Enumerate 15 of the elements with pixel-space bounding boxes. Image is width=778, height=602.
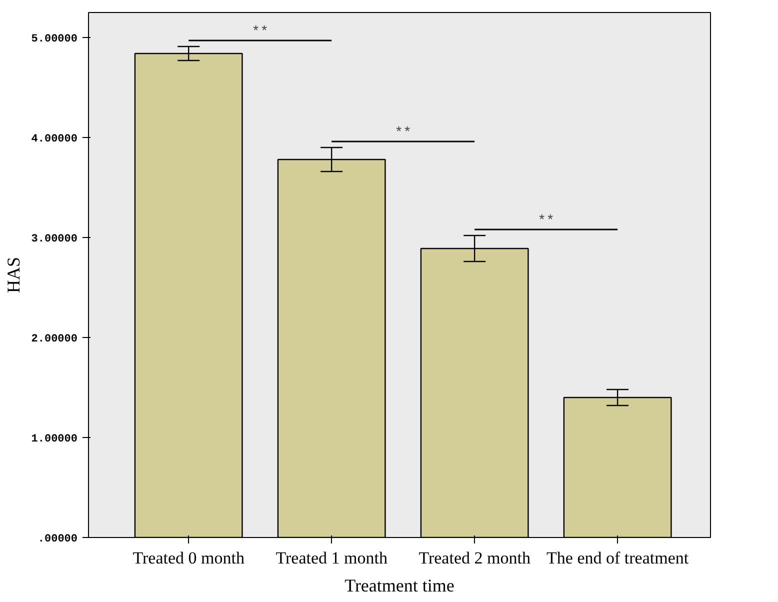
annotation: **	[394, 126, 412, 142]
x-tick-label: Treated 1 month	[276, 548, 388, 568]
y-tick-label: 2.00000	[31, 334, 78, 346]
x-tick-label: Treated 0 month	[132, 548, 245, 568]
y-tick-label: 4.00000	[31, 134, 78, 146]
x-tick-label: The end of treatment	[546, 548, 689, 568]
annotation: **	[252, 24, 268, 40]
y-tick-label: 5.00000	[31, 34, 78, 46]
y-tick-label: 3.00000	[31, 234, 78, 246]
y-axis-title: HAS	[3, 256, 24, 294]
x-tick-label: Treated 2 month	[418, 548, 531, 568]
y-tick-label: 1.00000	[31, 434, 78, 446]
x-axis-title: Treatment time	[344, 576, 454, 596]
annotation: **	[538, 214, 554, 230]
y-tick-label: .00000	[38, 534, 78, 546]
